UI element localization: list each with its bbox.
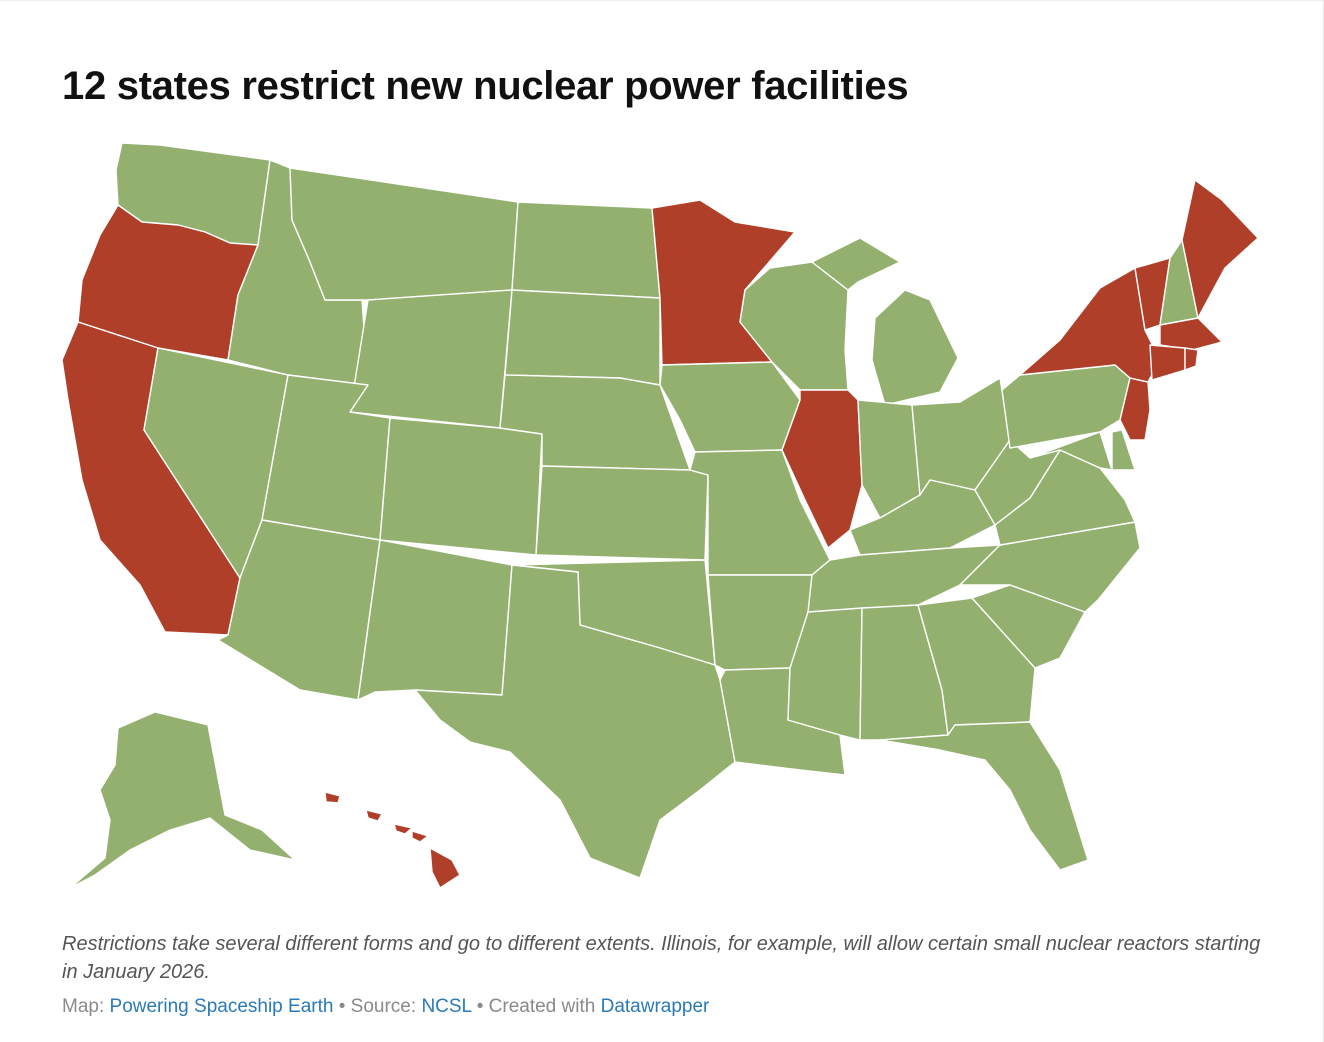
- chart-title: 12 states restrict new nuclear power fac…: [62, 64, 909, 108]
- state-ct[interactable]: [1149, 344, 1186, 381]
- datawrapper-link[interactable]: Datawrapper: [600, 996, 710, 1017]
- state-wi[interactable]: [739, 261, 849, 391]
- state-ia[interactable]: [659, 361, 801, 453]
- state-mi[interactable]: [871, 289, 959, 406]
- state-sd[interactable]: [504, 289, 661, 386]
- map-author-link[interactable]: Powering Spaceship Earth: [109, 996, 334, 1017]
- state-co[interactable]: [379, 417, 543, 556]
- state-nm[interactable]: [357, 539, 513, 701]
- source-label: Source:: [350, 996, 417, 1017]
- state-de[interactable]: [1111, 429, 1136, 471]
- source-link[interactable]: NCSL: [421, 996, 472, 1017]
- state-mi-upper[interactable]: [811, 237, 901, 291]
- state-mt[interactable]: [289, 167, 519, 301]
- state-ak[interactable]: [69, 711, 296, 889]
- footer-separator: •: [338, 996, 346, 1017]
- state-md[interactable]: [1029, 431, 1113, 471]
- state-tx[interactable]: [414, 564, 736, 879]
- state-fl[interactable]: [879, 721, 1089, 871]
- state-ks[interactable]: [535, 465, 709, 561]
- hawaii-islands[interactable]: [324, 791, 461, 889]
- state-il[interactable]: [781, 389, 863, 549]
- footer-separator: •: [476, 996, 484, 1017]
- state-me[interactable]: [1181, 179, 1259, 319]
- state-sc[interactable]: [971, 584, 1086, 669]
- state-pa[interactable]: [1001, 364, 1131, 449]
- created-label: Created with: [488, 996, 596, 1017]
- state-ri[interactable]: [1184, 347, 1199, 371]
- state-ma[interactable]: [1159, 317, 1223, 351]
- state-wy[interactable]: [349, 289, 513, 429]
- chart-footer: Map: Powering Spaceship Earth • Source: …: [62, 996, 709, 1018]
- state-nd[interactable]: [511, 201, 661, 299]
- chart-notes: Restrictions take several different form…: [62, 933, 1261, 983]
- map-label: Map:: [62, 996, 105, 1017]
